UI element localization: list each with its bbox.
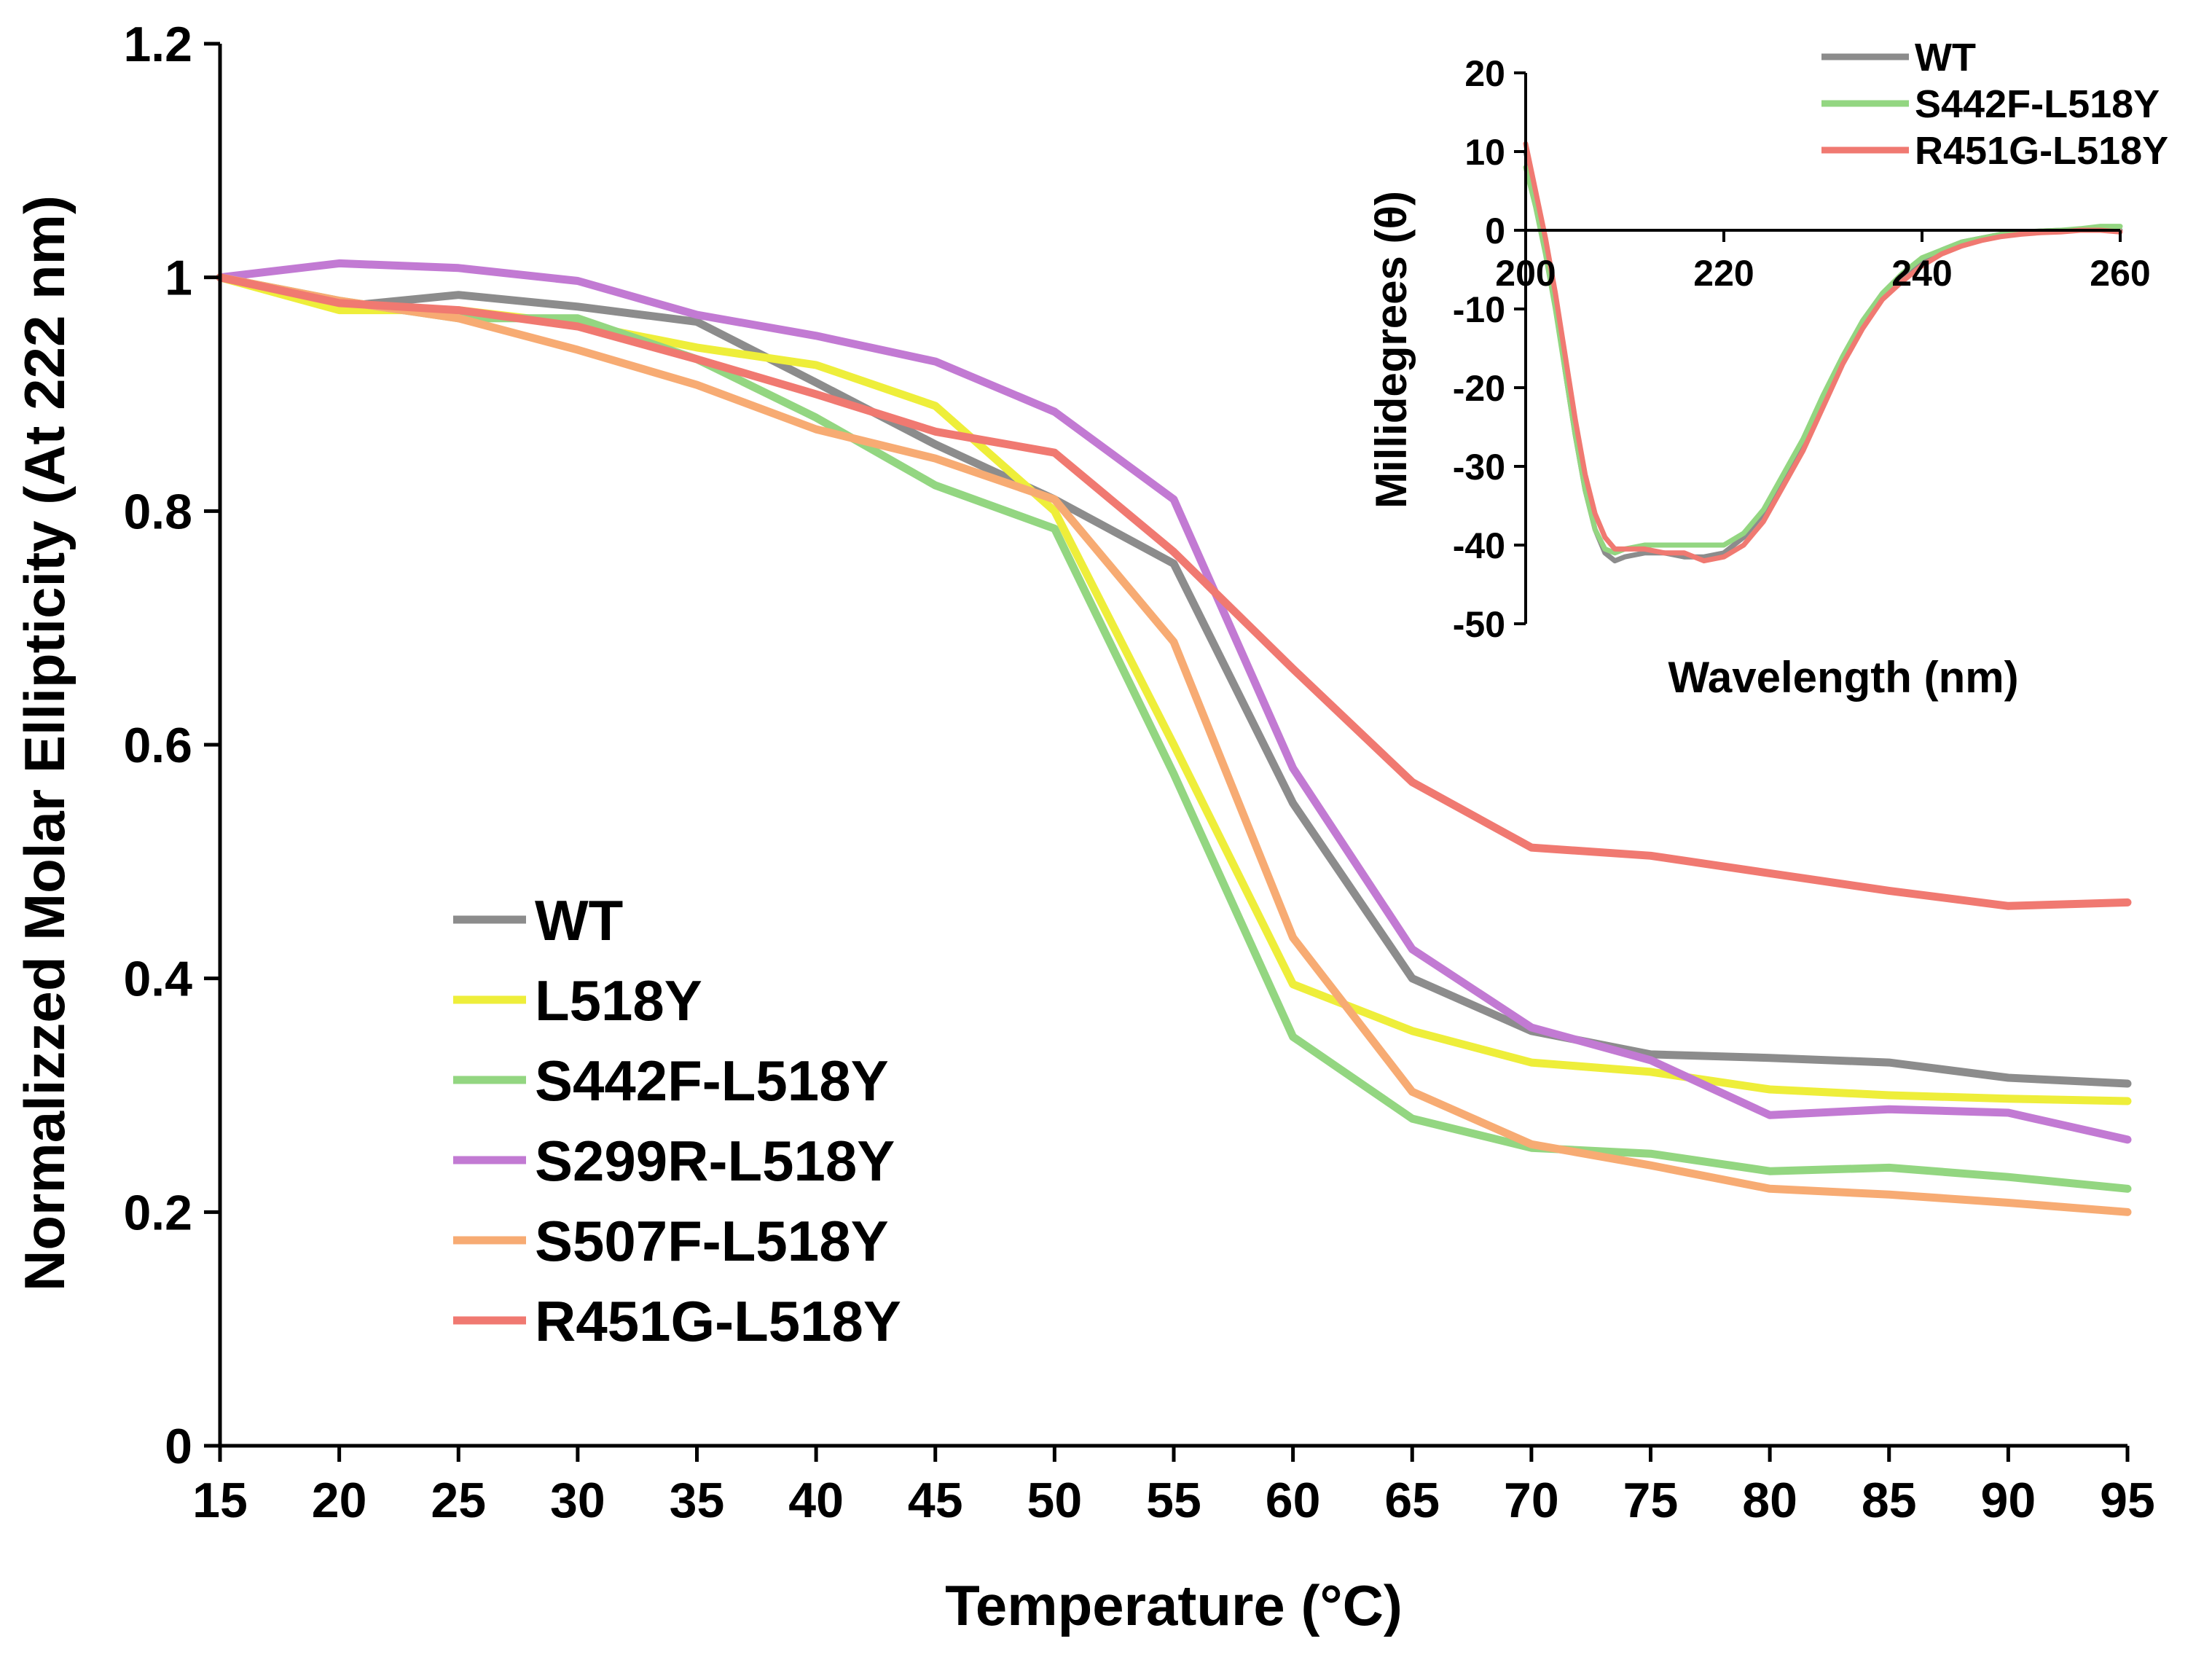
inset-x-axis-label: Wavelength (nm) xyxy=(1668,653,2018,702)
main-y-tick-label: 1.2 xyxy=(123,17,192,72)
main-x-tick-label: 65 xyxy=(1384,1473,1440,1528)
cd-spectrum-inset: -50 -40 -30 -20 -10 0 10 20 200 220 240 260 Wavele… xyxy=(1367,36,2168,702)
main-y-tick-label: 0.6 xyxy=(123,718,192,773)
main-x-tick-label: 85 xyxy=(1862,1473,1917,1528)
main-y-tick-label: 0.2 xyxy=(123,1185,192,1240)
inset-y-tick-label: 10 xyxy=(1464,132,1505,173)
main-x-tick-label: 90 xyxy=(1981,1473,2036,1528)
inset-legend-label-r451g-l518y: R451G-L518Y xyxy=(1915,129,2168,173)
legend-label-s442f-l518y: S442F-L518Y xyxy=(535,1049,889,1113)
main-legend: WT L518Y S442F-L518Y S299R-L518Y S507F-L518Y… xyxy=(453,888,901,1353)
series-line-s507f-l518y xyxy=(216,273,2132,1216)
legend-label-l518y: L518Y xyxy=(535,968,702,1033)
legend-label-s507f-l518y: S507F-L518Y xyxy=(535,1209,889,1273)
main-x-tick-label: 20 xyxy=(312,1473,367,1528)
main-x-tick-label: 40 xyxy=(788,1473,844,1528)
main-x-tick-label: 30 xyxy=(550,1473,605,1528)
main-x-tick-label: 70 xyxy=(1504,1473,1559,1528)
inset-y-tick-label: -50 xyxy=(1453,604,1505,645)
main-y-tick-label: 0.8 xyxy=(123,484,192,539)
inset-series-lines xyxy=(1523,141,2123,564)
legend-label-r451g-l518y: R451G-L518Y xyxy=(535,1289,901,1353)
inset-x-tick-label: 200 xyxy=(1495,253,1556,294)
main-x-tick-label: 95 xyxy=(2100,1473,2155,1528)
main-x-tick-label: 75 xyxy=(1623,1473,1679,1528)
inset-y-tick-label: -30 xyxy=(1453,447,1505,488)
main-x-axis-label: Temperature (°C) xyxy=(945,1573,1403,1637)
inset-y-tick-label: -20 xyxy=(1453,368,1505,409)
main-y-ticks: 0 0.2 0.4 0.6 0.8 1 1.2 xyxy=(123,17,220,1474)
series-line-wt xyxy=(216,273,2132,1088)
inset-series-line-s442f-l518y xyxy=(1523,165,2123,556)
main-series-lines xyxy=(216,259,2132,1216)
inset-series-line-r451g-l518y xyxy=(1523,141,2123,564)
main-x-tick-label: 15 xyxy=(192,1473,248,1528)
inset-y-tick-label: -10 xyxy=(1453,289,1505,330)
inset-y-axis-label: Millidegrees (θ) xyxy=(1367,191,1416,509)
inset-x-ticks: 200 220 240 260 xyxy=(1495,230,2151,294)
inset-y-tick-label: -40 xyxy=(1453,525,1505,566)
legend-label-s299r-l518y: S299R-L518Y xyxy=(535,1129,895,1193)
main-x-ticks: 15 20 25 30 35 40 45 50 55 60 65 70 75 80 85 90 95 xyxy=(192,1446,2155,1528)
inset-y-tick-label: 20 xyxy=(1464,53,1505,94)
inset-x-tick-label: 220 xyxy=(1693,253,1754,294)
main-x-tick-label: 35 xyxy=(670,1473,725,1528)
main-x-tick-label: 50 xyxy=(1027,1473,1083,1528)
main-x-tick-label: 60 xyxy=(1266,1473,1321,1528)
inset-x-tick-label: 240 xyxy=(1891,253,1952,294)
inset-series-line-wt xyxy=(1523,149,2123,564)
series-line-s299r-l518y xyxy=(216,259,2132,1144)
main-y-tick-label: 1 xyxy=(165,251,192,306)
inset-legend-label-wt: WT xyxy=(1915,36,1976,79)
inset-legend-label-s442f-l518y: S442F-L518Y xyxy=(1915,82,2160,126)
main-y-axis-label: Normalizzed Molar Ellipticity (At 222 nm… xyxy=(12,195,77,1291)
inset-x-tick-label: 260 xyxy=(2090,253,2150,294)
main-x-tick-label: 25 xyxy=(431,1473,486,1528)
legend-label-wt: WT xyxy=(535,888,623,952)
main-x-tick-label: 45 xyxy=(908,1473,963,1528)
main-y-tick-label: 0 xyxy=(165,1419,192,1474)
melting-curve-chart: 0 0.2 0.4 0.6 0.8 1 1.2 15 20 25 30 35 40 45 50 55 60 65… xyxy=(12,17,2155,1637)
main-x-tick-label: 80 xyxy=(1742,1473,1797,1528)
series-line-s442f-l518y xyxy=(216,273,2132,1193)
main-x-tick-label: 55 xyxy=(1146,1473,1201,1528)
inset-y-ticks: -50 -40 -30 -20 -10 0 10 20 xyxy=(1453,53,1526,645)
series-line-r451g-l518y xyxy=(216,273,2132,910)
main-y-tick-label: 0.4 xyxy=(123,952,192,1007)
inset-y-tick-label: 0 xyxy=(1485,211,1505,251)
